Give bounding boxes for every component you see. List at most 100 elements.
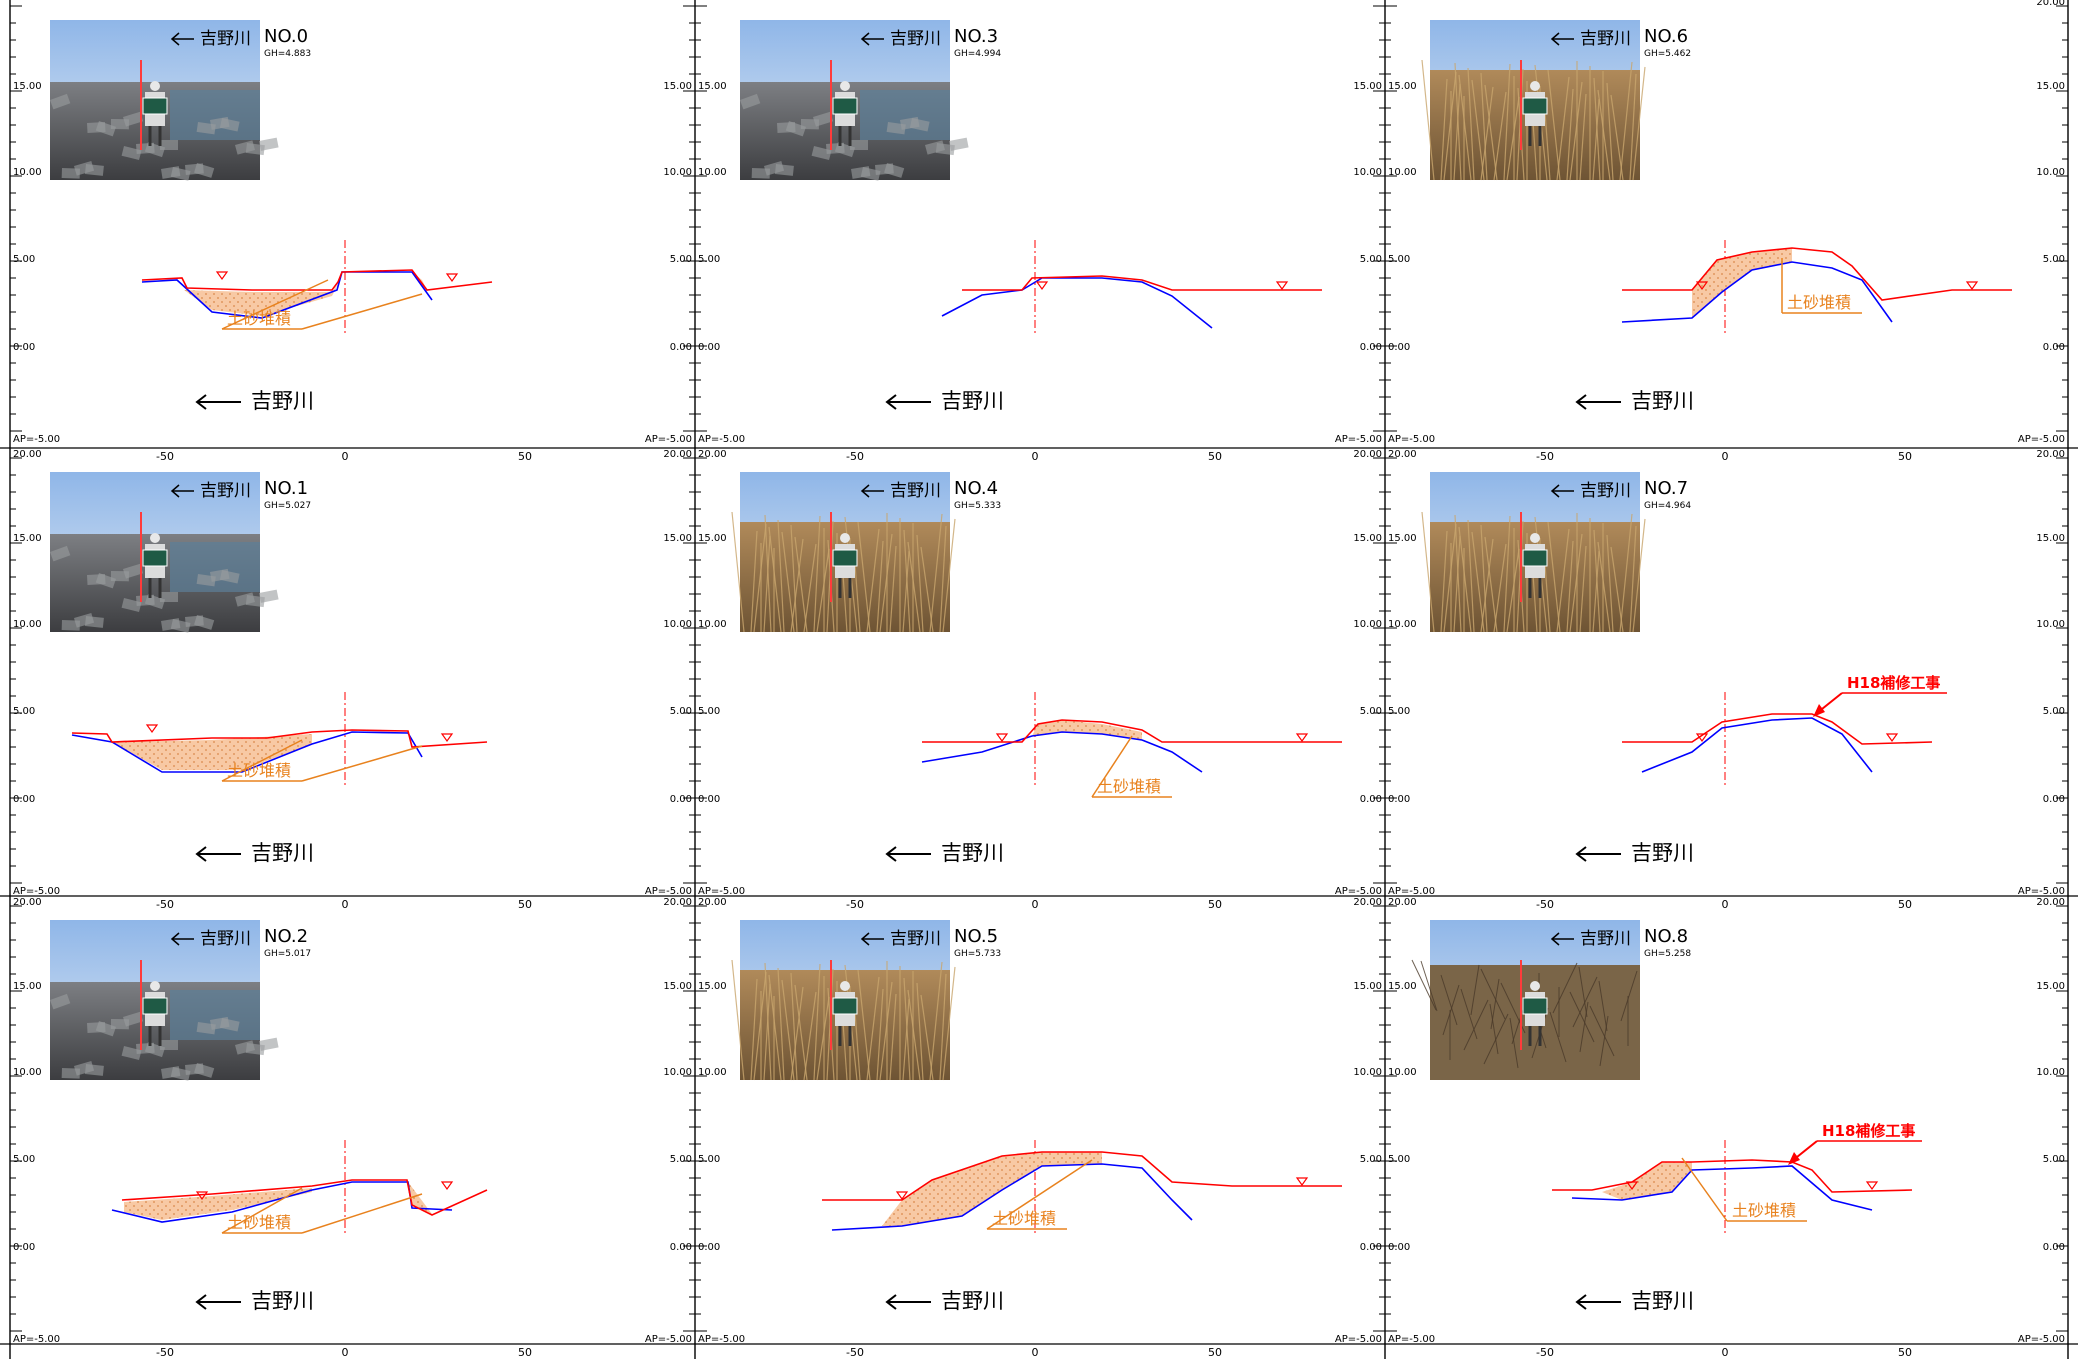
x-scale-label: -50 <box>846 450 864 463</box>
photo-reed-stem <box>1547 521 1561 633</box>
photo-branch <box>1480 968 1506 1020</box>
arrow-head-icon <box>885 394 897 410</box>
arrow-head-icon <box>170 932 180 946</box>
ground-height-value: GH=4.964 <box>1644 501 1691 511</box>
y-scale-label: 5.00 <box>698 706 720 717</box>
photo-reed-stem <box>903 977 911 1081</box>
section-number: NO.8 <box>1644 926 1688 947</box>
y-scale-label: 5.00 <box>698 1154 720 1165</box>
photo-reed-stem <box>1619 61 1633 181</box>
river-name-bottom: 吉野川 <box>1631 389 1694 413</box>
x-scale-label: 0 <box>1032 1346 1039 1359</box>
photo-stone <box>95 1021 117 1037</box>
arrow-head-icon <box>860 484 870 498</box>
photo-reed-stem <box>1454 62 1462 181</box>
photo-reed-stem <box>803 543 817 633</box>
x-scale-label: 50 <box>1898 1346 1912 1359</box>
y-scale-label: 0.00 <box>1388 794 1410 805</box>
photo-stone <box>774 164 794 176</box>
water-level-marker-icon <box>1695 281 1709 291</box>
photo-stone <box>194 615 215 630</box>
photo-reed-stem <box>1506 548 1520 633</box>
arrow-head-icon <box>195 394 207 410</box>
photo-reed-stem <box>1471 79 1485 181</box>
sediment-deposit-label: 土砂堆積 <box>1732 1201 1796 1220</box>
y-scale-label: 0.00 <box>1388 1242 1410 1253</box>
water-level-marker-icon <box>195 1191 209 1201</box>
photo-branch <box>1509 1017 1519 1069</box>
y-scale-label: 15.00 <box>2036 81 2065 92</box>
photo-reed-stem <box>1593 529 1601 633</box>
photo-reed-stem <box>750 978 758 1081</box>
photo-reed-stem <box>1579 545 1587 633</box>
photo-stone <box>50 993 71 1010</box>
river-name-top: 吉野川 <box>890 929 941 949</box>
arrow-head-icon <box>1788 1152 1800 1165</box>
ground-height-value: GH=5.027 <box>264 501 311 511</box>
sediment-deposit-label: 土砂堆積 <box>992 1209 1056 1228</box>
photo-reed-stem <box>1597 541 1611 633</box>
photo-reed-stem <box>1454 514 1462 633</box>
bottom-datum-label: AP=-5.00 <box>698 1334 745 1345</box>
water-level-marker-icon <box>995 733 1009 743</box>
y-scale-label: 10.00 <box>1353 1067 1382 1078</box>
photo-stone <box>812 111 834 127</box>
photo-reed-stem <box>777 519 785 633</box>
photo-reed-stem <box>768 974 782 1081</box>
water-level-marker-icon <box>1865 1181 1879 1191</box>
chalkboard-icon <box>832 549 858 567</box>
photo-stone <box>194 163 215 178</box>
photo-branch <box>1463 999 1489 1051</box>
x-scale-label: 0 <box>1032 450 1039 463</box>
person-head-icon <box>840 981 850 991</box>
photo-stone <box>850 140 868 150</box>
photo-reed-stem <box>1503 63 1511 181</box>
photo-reed-stem <box>1484 536 1498 633</box>
photo-reed-stem <box>790 538 804 633</box>
photo-reed-stem <box>916 982 924 1081</box>
photo-reed-stem <box>803 991 817 1081</box>
y-scale-label: 10.00 <box>1388 619 1417 630</box>
river-name-bottom: 吉野川 <box>251 389 314 413</box>
bottom-datum-label: AP=-5.00 <box>1335 434 1382 445</box>
y-scale-label: 15.00 <box>1353 81 1382 92</box>
y-scale-label: 10.00 <box>13 619 42 630</box>
water-level-marker-icon <box>1885 733 1899 743</box>
surveyed-profile-line <box>822 1151 1342 1201</box>
y-scale-label: 5.00 <box>1388 706 1410 717</box>
y-scale-label: 20.00 <box>698 897 727 908</box>
surveyed-profile-line <box>962 275 1322 291</box>
photo-branch <box>1569 991 1595 1043</box>
photo-reed-stem <box>876 988 884 1081</box>
y-scale-label: 5.00 <box>2043 706 2065 717</box>
callout-arrow-icon <box>1681 1157 1728 1222</box>
photo-stone <box>259 1037 279 1051</box>
y-scale-label: 20.00 <box>1353 449 1382 460</box>
y-scale-label: 5.00 <box>13 706 35 717</box>
y-scale-label: 10.00 <box>13 1067 42 1078</box>
repair-work-label: H18補修工事 <box>1847 674 1940 692</box>
photo-branch <box>1411 959 1437 1011</box>
bottom-datum-label: AP=-5.00 <box>645 434 692 445</box>
sediment-area <box>1692 248 1792 318</box>
photo-reed-stem <box>764 514 772 633</box>
y-scale-label: 0.00 <box>2043 342 2065 353</box>
x-scale-label: 50 <box>1208 1346 1222 1359</box>
photo-reed-stem <box>1556 76 1570 181</box>
photo-reed-stem <box>1569 533 1583 633</box>
photo-water <box>170 990 260 1040</box>
y-scale-label: 5.00 <box>670 254 692 265</box>
y-scale-label: 10.00 <box>2036 619 2065 630</box>
photo-reed-stem <box>902 550 910 633</box>
river-name-bottom: 吉野川 <box>941 841 1004 865</box>
photo-reed-stem <box>866 528 880 633</box>
bottom-datum-label: AP=-5.00 <box>2018 434 2065 445</box>
y-scale-label: 5.00 <box>1388 254 1410 265</box>
photo-branch <box>1470 964 1480 1016</box>
river-name-top: 吉野川 <box>200 481 251 501</box>
arrow-head-icon <box>1813 704 1825 717</box>
photo-stone <box>95 573 117 589</box>
